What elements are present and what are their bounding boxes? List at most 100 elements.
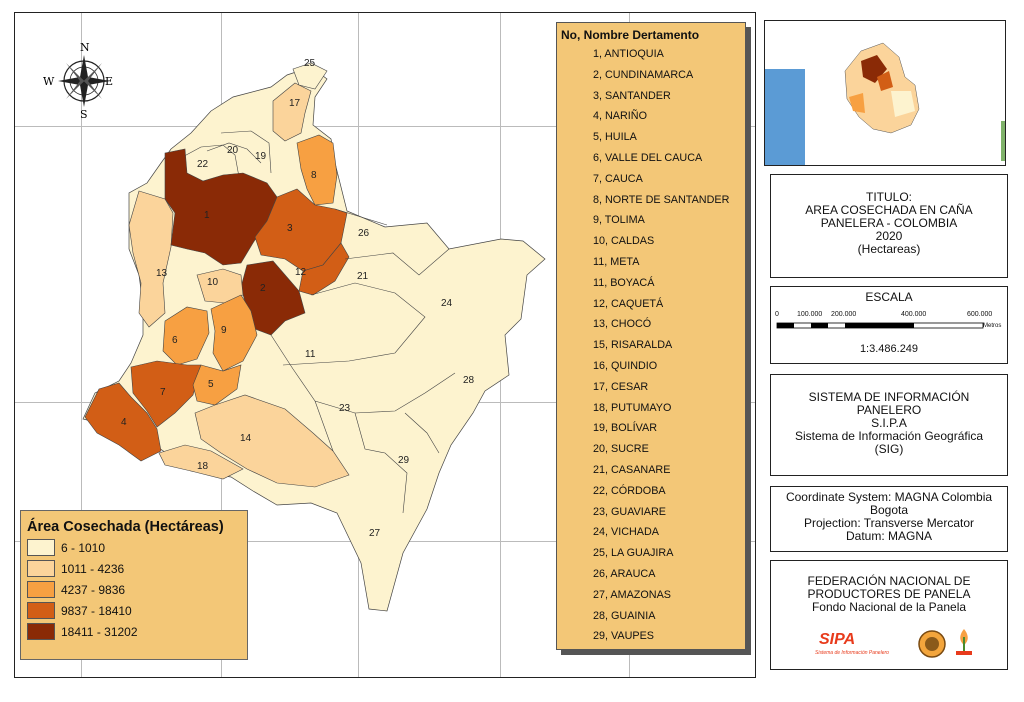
title-label: TITULO: (865, 190, 912, 204)
legend-swatch (27, 581, 55, 598)
map-label-28: 28 (463, 375, 475, 386)
sipa-line: SISTEMA DE INFORMACIÓN (808, 390, 970, 404)
department-list-item: 10, CALDAS (593, 235, 655, 248)
department-list-item: 26, ARAUCA (593, 567, 656, 580)
federation-panel: FEDERACIÓN NACIONAL DE PRODUCTORES DE PA… (770, 560, 1008, 670)
graticule-line (81, 13, 82, 677)
map-label-17: 17 (289, 98, 301, 109)
region-caqueta (194, 394, 350, 488)
department-list-item: 23, GUAVIARE (593, 505, 667, 518)
colombia-map: 1 2 3 4 5 6 7 8 9 10 11 12 13 14 17 18 1… (82, 58, 546, 612)
department-list-item: 1, ANTIOQUIA (593, 48, 664, 60)
map-label-11: 11 (305, 349, 316, 360)
department-list-item: 25, LA GUAJIRA (593, 547, 674, 560)
region-narino (84, 382, 162, 462)
legend-swatch (27, 623, 55, 640)
title-line: PANELERA - COLOMBIA (820, 216, 958, 230)
coord-line: Coordinate System: MAGNA Colombia (785, 490, 993, 504)
region-cundinamarca (240, 260, 306, 336)
scale-tick: 200.000 (831, 311, 857, 318)
department-list-title: No, Nombre Dertamento (561, 28, 700, 42)
sipa-line: Sistema de Información Geográfica (794, 429, 984, 443)
department-list-item: 22, CÓRDOBA (593, 484, 666, 497)
legend-row: 9837 - 18410 (27, 602, 247, 619)
department-list-item: 4, NARIÑO (593, 110, 647, 123)
legend-row: 6 - 1010 (27, 539, 247, 556)
fed-line: PRODUCTORES DE PANELA (807, 587, 971, 601)
legend-label: 9837 - 18410 (61, 603, 132, 618)
fed-line: FEDERACIÓN NACIONAL DE (807, 574, 971, 588)
scale-tick: 100.000 (797, 311, 823, 318)
department-list-item: 13, CHOCÓ (593, 318, 652, 331)
department-list-item: 12, CAQUETÁ (593, 297, 664, 310)
department-list-items: 1, ANTIOQUIA 2, CUNDINAMARCA 3, SANTANDER 4… (557, 44, 745, 647)
map-label-13: 13 (156, 268, 168, 279)
legend-label: 4237 - 9836 (61, 582, 126, 597)
department-list-item: 29, VAUPES (593, 630, 655, 643)
title-unit: (Hectareas) (857, 242, 921, 256)
map-label-29: 29 (398, 455, 410, 466)
region-valle (162, 306, 210, 366)
department-list-item: 8, NORTE DE SANTANDER (593, 193, 730, 206)
department-list-item: 27, AMAZONAS (593, 588, 672, 601)
department-list-item: 9, TOLIMA (593, 214, 645, 227)
title-line: AREA COSECHADA EN CAÑA (805, 203, 973, 217)
region-cesar (272, 82, 312, 142)
department-list-item: 18, PUTUMAYO (593, 401, 672, 414)
map-label-1: 1 (204, 210, 210, 221)
map-label-22: 22 (197, 159, 209, 170)
region-tolima (210, 294, 258, 372)
compass-w: W (43, 75, 55, 88)
scale-panel: ESCALA 0 100.000 200.000 400.000 600.000… (770, 286, 1008, 364)
legend-swatch (27, 539, 55, 556)
scale-title: ESCALA (865, 290, 913, 304)
department-list-item: 28, GUAINIA (593, 609, 656, 622)
scale-unit: Metros (983, 323, 1002, 329)
department-list-item: 17, CESAR (593, 380, 649, 393)
scale-bar (776, 322, 984, 329)
map-label-7: 7 (160, 387, 166, 398)
map-label-25: 25 (304, 58, 316, 69)
department-list-item: 20, SUCRE (593, 443, 649, 456)
fedepanela-seal-icon (918, 630, 946, 658)
compass-e: E (105, 75, 113, 88)
sipa-logo: SIPA (819, 631, 856, 648)
scale-tick: 0 (775, 311, 779, 318)
title-panel: TITULO: AREA COSECHADA EN CAÑA PANELERA … (770, 174, 1008, 278)
department-list-item: 6, VALLE DEL CAUCA (593, 151, 703, 164)
map-label-26: 26 (358, 228, 370, 239)
coord-line: Projection: Transverse Mercator (803, 516, 975, 530)
legend-label: 18411 - 31202 (61, 624, 138, 639)
panela-fund-logo-icon (956, 629, 972, 655)
internal-borders (206, 130, 456, 514)
inset-locator-map (764, 20, 1006, 166)
region-norte-santander (296, 134, 338, 206)
region-choco (128, 190, 174, 328)
compass-s: S (80, 108, 88, 119)
inset-map-graphic (765, 42, 1005, 165)
map-label-3: 3 (287, 223, 293, 234)
department-list-item: 15, RISARALDA (593, 339, 673, 352)
department-list-item: 16, QUINDIO (593, 359, 658, 372)
map-label-23: 23 (339, 403, 351, 414)
department-list-item: 3, SANTANDER (593, 89, 671, 102)
map-label-18: 18 (197, 461, 209, 472)
sipa-line: S.I.P.A (871, 416, 907, 430)
sipa-line: PANELERO (856, 403, 922, 417)
legend-row: 18411 - 31202 (27, 623, 247, 640)
legend-row: 1011 - 4236 (27, 560, 247, 577)
department-list-item: 5, HUILA (593, 131, 637, 144)
map-label-4: 4 (121, 417, 127, 428)
sipa-line: (SIG) (874, 442, 904, 456)
scale-tick: 400.000 (901, 311, 927, 318)
region-cauca (130, 360, 202, 428)
department-list-item: 11, META (593, 255, 640, 268)
department-list-item: 19, BOLÍVAR (593, 422, 658, 435)
title-year: 2020 (875, 229, 903, 243)
coord-line: Bogota (869, 503, 909, 517)
coord-line: Datum: MAGNA (845, 529, 932, 543)
department-list: No, Nombre Dertamento 1, ANTIOQUIA 2, CUN… (556, 22, 746, 650)
map-label-20: 20 (227, 145, 239, 156)
sipa-panel: SISTEMA DE INFORMACIÓN PANELERO S.I.P.A … (770, 374, 1008, 476)
map-label-5: 5 (208, 379, 214, 390)
